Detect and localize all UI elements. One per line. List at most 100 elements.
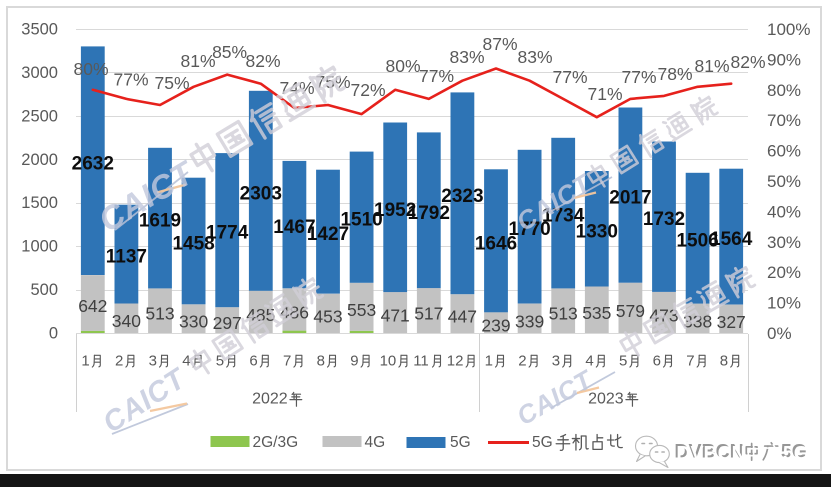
svg-text:81%: 81% bbox=[694, 56, 729, 76]
svg-text:83%: 83% bbox=[449, 47, 484, 67]
svg-text:30%: 30% bbox=[767, 233, 801, 252]
svg-text:5G: 5G bbox=[783, 442, 809, 464]
svg-text:1952: 1952 bbox=[374, 200, 416, 221]
svg-text:447: 447 bbox=[448, 307, 477, 327]
svg-text:471: 471 bbox=[381, 306, 410, 326]
svg-text:1619: 1619 bbox=[139, 211, 181, 232]
svg-text:20%: 20% bbox=[767, 263, 801, 282]
svg-text:5G: 5G bbox=[532, 434, 553, 451]
svg-text:1467: 1467 bbox=[273, 217, 315, 238]
svg-text:85%: 85% bbox=[212, 42, 247, 62]
svg-text:2000: 2000 bbox=[21, 151, 58, 169]
svg-text:338: 338 bbox=[683, 311, 712, 331]
svg-text:DVBCN: DVBCN bbox=[674, 440, 743, 462]
svg-text:517: 517 bbox=[414, 304, 443, 324]
svg-text:1506: 1506 bbox=[676, 231, 718, 252]
svg-text:297: 297 bbox=[213, 313, 242, 333]
svg-text:100%: 100% bbox=[767, 20, 810, 39]
svg-text:82%: 82% bbox=[245, 51, 280, 71]
svg-text:8: 8 bbox=[317, 353, 325, 370]
svg-text:9: 9 bbox=[350, 353, 358, 370]
svg-text:77%: 77% bbox=[552, 67, 587, 87]
svg-text:2G/3G: 2G/3G bbox=[253, 434, 299, 451]
svg-text:6: 6 bbox=[653, 353, 661, 370]
svg-text:339: 339 bbox=[515, 311, 544, 331]
svg-text:513: 513 bbox=[549, 304, 578, 324]
svg-text:77%: 77% bbox=[621, 67, 656, 87]
svg-text:5G: 5G bbox=[781, 440, 807, 462]
svg-text:1427: 1427 bbox=[307, 224, 349, 245]
svg-text:11: 11 bbox=[413, 353, 429, 370]
svg-text:453: 453 bbox=[313, 306, 342, 326]
svg-text:553: 553 bbox=[347, 300, 376, 320]
svg-text:1330: 1330 bbox=[576, 221, 618, 242]
svg-text:513: 513 bbox=[145, 304, 174, 324]
svg-text:2: 2 bbox=[518, 353, 526, 370]
svg-text:2500: 2500 bbox=[21, 107, 58, 125]
svg-text:12: 12 bbox=[447, 353, 464, 370]
svg-text:90%: 90% bbox=[767, 50, 801, 69]
svg-text:72%: 72% bbox=[350, 80, 385, 100]
svg-text:80%: 80% bbox=[385, 56, 420, 76]
svg-text:DVBCN: DVBCN bbox=[676, 442, 745, 464]
svg-text:40%: 40% bbox=[767, 202, 801, 221]
svg-text:2022: 2022 bbox=[252, 391, 288, 408]
svg-text:80%: 80% bbox=[767, 81, 801, 100]
svg-text:3: 3 bbox=[149, 353, 157, 370]
svg-text:340: 340 bbox=[112, 311, 141, 331]
svg-text:3500: 3500 bbox=[21, 21, 58, 39]
svg-text:642: 642 bbox=[78, 296, 107, 316]
svg-text:5: 5 bbox=[619, 353, 627, 370]
svg-text:1458: 1458 bbox=[172, 234, 214, 255]
svg-text:83%: 83% bbox=[517, 47, 552, 67]
svg-text:82%: 82% bbox=[730, 52, 765, 72]
svg-text:1137: 1137 bbox=[106, 247, 147, 268]
svg-text:1732: 1732 bbox=[643, 209, 685, 230]
svg-text:77%: 77% bbox=[113, 70, 148, 90]
svg-text:8: 8 bbox=[720, 353, 728, 370]
svg-text:2303: 2303 bbox=[240, 183, 282, 204]
svg-text:71%: 71% bbox=[587, 84, 622, 104]
svg-text:87%: 87% bbox=[482, 34, 517, 54]
svg-text:4: 4 bbox=[182, 353, 190, 370]
svg-text:1000: 1000 bbox=[21, 238, 58, 256]
svg-text:78%: 78% bbox=[657, 64, 692, 84]
svg-text:77%: 77% bbox=[419, 66, 454, 86]
svg-text:3: 3 bbox=[552, 353, 560, 370]
svg-text:5G: 5G bbox=[450, 434, 471, 451]
svg-text:2023: 2023 bbox=[588, 391, 624, 408]
svg-text:0%: 0% bbox=[767, 324, 792, 343]
svg-text:3000: 3000 bbox=[21, 64, 58, 82]
svg-text:81%: 81% bbox=[180, 51, 215, 71]
svg-text:10: 10 bbox=[380, 353, 397, 370]
svg-text:10%: 10% bbox=[767, 294, 801, 313]
svg-text:2017: 2017 bbox=[609, 188, 651, 209]
svg-text:6: 6 bbox=[249, 353, 257, 370]
svg-text:2: 2 bbox=[115, 353, 123, 370]
svg-text:535: 535 bbox=[582, 303, 611, 323]
svg-text:1792: 1792 bbox=[408, 203, 450, 224]
svg-text:1: 1 bbox=[81, 353, 89, 370]
svg-text:1564: 1564 bbox=[710, 229, 753, 250]
svg-text:60%: 60% bbox=[767, 142, 801, 161]
svg-text:1774: 1774 bbox=[206, 223, 249, 244]
svg-text:50%: 50% bbox=[767, 172, 801, 191]
svg-text:4: 4 bbox=[585, 353, 593, 370]
svg-text:80%: 80% bbox=[73, 59, 108, 79]
svg-text:330: 330 bbox=[179, 312, 208, 332]
svg-text:70%: 70% bbox=[767, 111, 801, 130]
svg-text:7: 7 bbox=[283, 353, 291, 370]
svg-text:5: 5 bbox=[216, 353, 224, 370]
svg-text:1500: 1500 bbox=[21, 194, 58, 212]
svg-text:1510: 1510 bbox=[340, 210, 382, 231]
svg-text:2323: 2323 bbox=[441, 186, 483, 207]
svg-text:2632: 2632 bbox=[72, 153, 114, 174]
svg-text:500: 500 bbox=[30, 281, 58, 299]
svg-text:1770: 1770 bbox=[508, 219, 550, 240]
svg-text:7: 7 bbox=[686, 353, 694, 370]
svg-text:0: 0 bbox=[49, 325, 58, 343]
svg-text:1646: 1646 bbox=[475, 233, 517, 254]
svg-text:1: 1 bbox=[485, 353, 493, 370]
svg-text:239: 239 bbox=[481, 316, 510, 336]
svg-text:579: 579 bbox=[616, 301, 645, 321]
